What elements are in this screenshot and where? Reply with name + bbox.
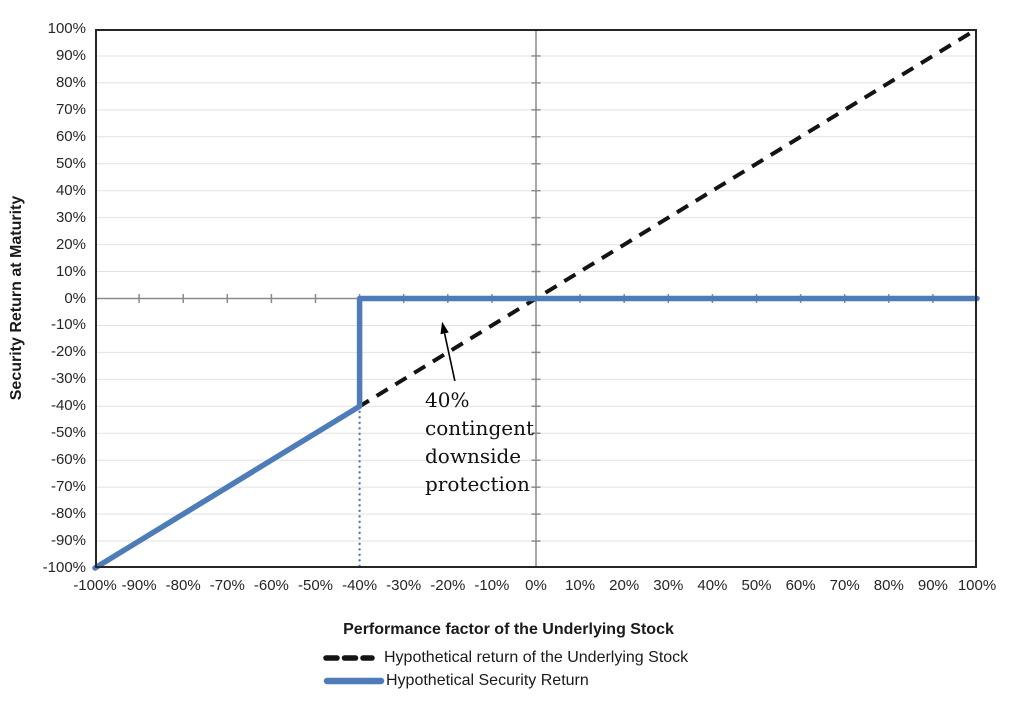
- x-tick-label: 10%: [565, 577, 596, 594]
- x-tick-label: 70%: [829, 577, 860, 594]
- y-tick-label: -40%: [50, 397, 86, 415]
- x-tick-label: -40%: [342, 577, 378, 594]
- y-tick-label: 50%: [55, 154, 86, 172]
- y-tick-label: 30%: [55, 208, 86, 226]
- x-tick-label: -20%: [430, 577, 466, 594]
- x-tick-label: 100%: [957, 577, 997, 594]
- y-tick-label: 100%: [47, 20, 86, 37]
- y-tick-label: -100%: [42, 559, 86, 576]
- legend-item-security-return: Hypothetical Security Return: [323, 669, 688, 692]
- y-tick-label: 0%: [64, 289, 86, 307]
- x-tick-label: -10%: [474, 577, 510, 594]
- annotation-downside-protection: 40% contingent downside protection: [425, 388, 534, 496]
- x-tick-label: 50%: [741, 577, 772, 594]
- y-tick-label: 20%: [55, 235, 86, 253]
- x-tick-label: -100%: [73, 577, 117, 594]
- x-tick-label: 90%: [917, 577, 948, 594]
- y-tick-label: -50%: [50, 424, 86, 442]
- x-tick-label: -90%: [121, 577, 157, 594]
- legend-label-security-return: Hypothetical Security Return: [386, 671, 589, 689]
- x-tick-label: -70%: [209, 577, 245, 594]
- y-tick-label: -20%: [50, 343, 86, 361]
- x-tick-label: -50%: [297, 577, 334, 594]
- x-tick-label: -30%: [386, 577, 422, 594]
- x-tick-label: 0%: [525, 577, 547, 594]
- y-tick-label: 60%: [55, 127, 86, 145]
- x-tick-label: -80%: [165, 577, 201, 594]
- y-tick-label: -60%: [50, 451, 86, 469]
- y-tick-label: 10%: [55, 262, 86, 280]
- plot-canvas: [92, 27, 980, 571]
- x-tick-label: -60%: [253, 577, 289, 594]
- plot-area: 40% contingent downside protection: [92, 27, 980, 571]
- y-tick-label: 90%: [55, 46, 86, 64]
- y-tick-label: 70%: [55, 100, 86, 118]
- legend: Hypothetical return of the Underlying St…: [323, 646, 688, 692]
- x-tick-label: 60%: [785, 577, 816, 594]
- x-tick-label: 40%: [697, 577, 728, 594]
- solid-line-sample-icon: [323, 677, 385, 684]
- x-tick-label: 20%: [609, 577, 640, 594]
- y-tick-label: -30%: [50, 370, 86, 388]
- legend-label-underlying-stock: Hypothetical return of the Underlying St…: [384, 648, 689, 666]
- x-tick-label: 30%: [653, 577, 684, 594]
- y-tick-label: -90%: [50, 532, 86, 550]
- x-tick-label: 80%: [873, 577, 904, 594]
- y-tick-label: 40%: [55, 181, 86, 199]
- y-tick-label: -70%: [50, 478, 86, 496]
- dashed-line-sample-icon: [323, 654, 375, 661]
- y-tick-label: -80%: [50, 505, 86, 523]
- y-tick-label: -10%: [50, 316, 86, 334]
- legend-item-underlying-stock: Hypothetical return of the Underlying St…: [323, 646, 688, 669]
- x-axis-title: Performance factor of the Underlying Sto…: [343, 621, 674, 638]
- y-tick-label: 80%: [55, 73, 86, 91]
